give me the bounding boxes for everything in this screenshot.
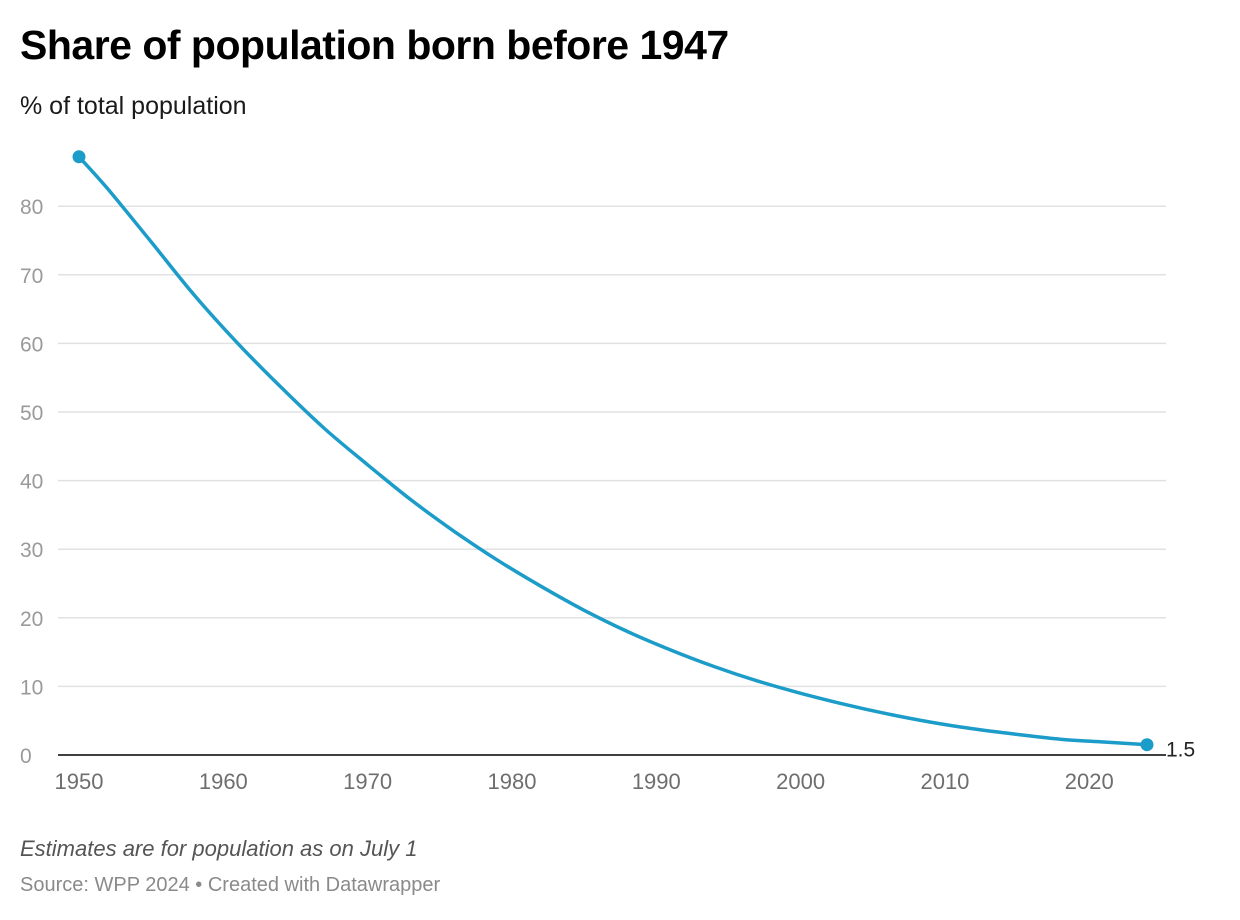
chart-source: Source: WPP 2024 • Created with Datawrap… — [20, 874, 441, 896]
y-axis-ticks: 0 10 20 30 40 50 60 70 80 — [20, 196, 43, 768]
y-tick-label-0: 0 — [20, 745, 32, 768]
y-tick-label-80: 80 — [20, 196, 43, 219]
end-value-label: 1.5 — [1166, 739, 1195, 762]
x-tick-label-2010: 2010 — [920, 769, 969, 794]
series-layer — [72, 150, 1154, 752]
end-point — [1140, 738, 1154, 752]
series-line-0 — [77, 155, 1149, 747]
y-tick-label-50: 50 — [20, 402, 43, 425]
y-tick-label-60: 60 — [20, 333, 43, 356]
x-tick-label-1960: 1960 — [199, 769, 248, 794]
y-tick-label-40: 40 — [20, 471, 43, 494]
chart-title: Share of population born before 1947 — [20, 22, 729, 68]
gridlines — [58, 205, 1166, 756]
x-tick-label-1970: 1970 — [343, 769, 392, 794]
x-tick-label-1980: 1980 — [487, 769, 536, 794]
x-tick-label-1950: 1950 — [55, 769, 104, 794]
start-point — [72, 150, 86, 164]
x-tick-label-2020: 2020 — [1065, 769, 1114, 794]
y-tick-label-30: 30 — [20, 539, 43, 562]
x-tick-label-1990: 1990 — [632, 769, 681, 794]
x-tick-label-2000: 2000 — [776, 769, 825, 794]
y-tick-label-10: 10 — [20, 676, 43, 699]
x-axis-ticks: 1950 1960 1970 1980 1990 2000 2010 2020 — [55, 769, 1114, 794]
chart-notes: Estimates are for population as on July … — [20, 836, 418, 861]
y-tick-label-20: 20 — [20, 608, 43, 631]
line-chart: 0 10 20 30 40 50 60 70 80 1950 1960 1970 1980 1990 20… — [20, 150, 1195, 794]
data-labels: 1.5 — [1166, 739, 1195, 762]
y-tick-label-70: 70 — [20, 265, 43, 288]
chart-subtitle: % of total population — [20, 92, 247, 120]
